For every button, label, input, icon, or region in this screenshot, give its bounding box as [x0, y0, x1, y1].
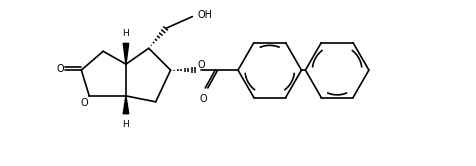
Text: O: O [198, 60, 205, 70]
Text: H: H [123, 29, 129, 38]
Text: O: O [80, 98, 88, 108]
Polygon shape [123, 96, 129, 114]
Polygon shape [123, 43, 129, 64]
Text: H: H [123, 120, 129, 129]
Text: O: O [199, 94, 207, 104]
Text: OH: OH [198, 10, 212, 20]
Text: O: O [57, 64, 64, 74]
